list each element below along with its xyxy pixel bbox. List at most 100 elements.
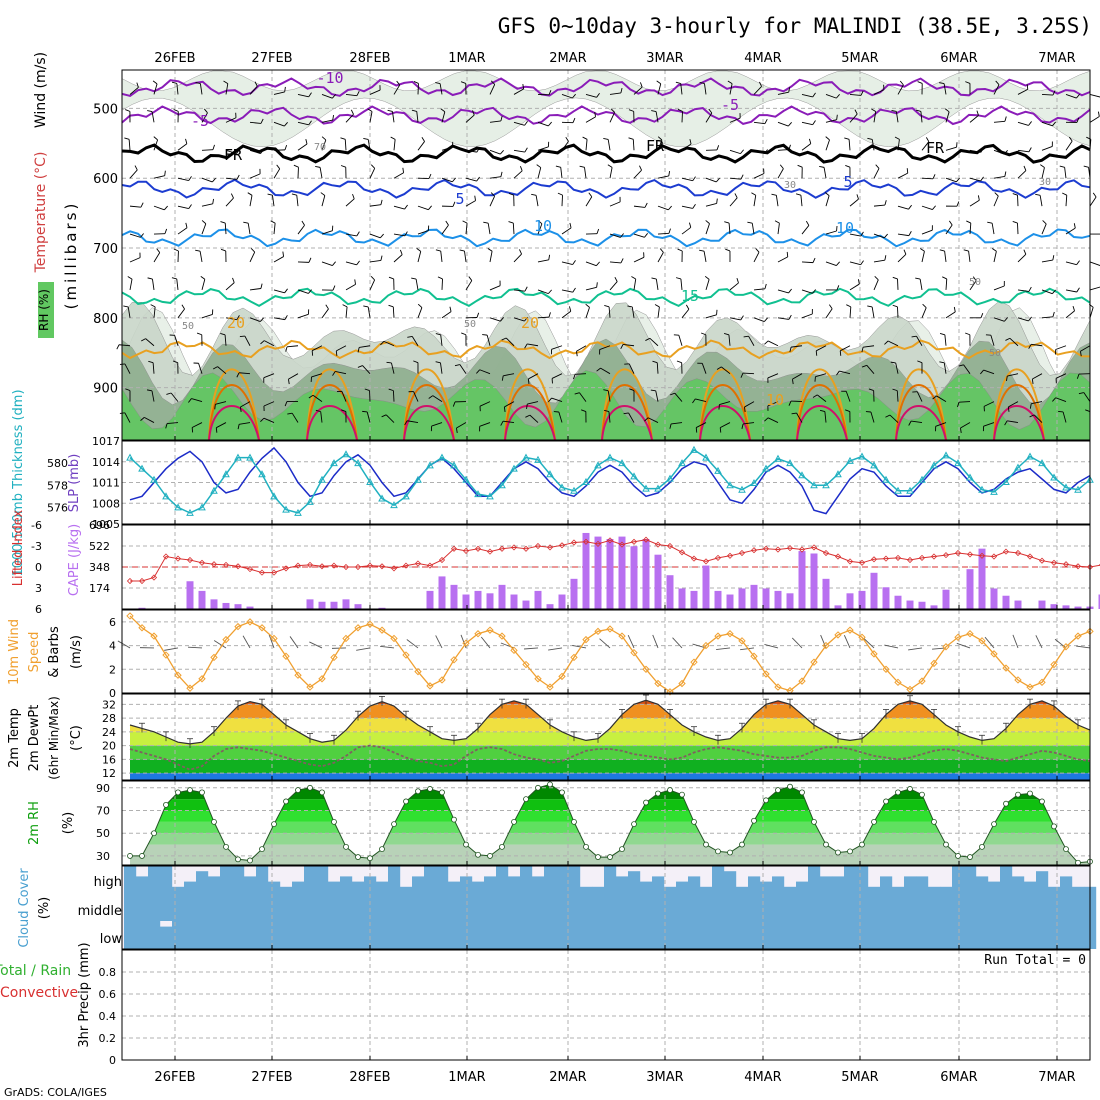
thickness-point: [822, 481, 830, 489]
thickness-point: [402, 492, 410, 500]
wind-barb: [1031, 343, 1043, 347]
wind-barb: [199, 83, 203, 95]
wind-barb: [839, 370, 851, 375]
cloud-bar-middle: [880, 892, 893, 921]
wind-barb-flag: [500, 316, 504, 322]
wind-barb-flag: [548, 254, 551, 260]
wind-barb: [921, 141, 930, 151]
wind-barb-flag: [171, 81, 177, 84]
wind-barb: [1065, 289, 1077, 293]
wind-barb-flag: [639, 165, 642, 171]
wind-barb-flag: [892, 304, 898, 308]
wind-barb-flag: [956, 177, 960, 183]
wind-barb: [656, 362, 659, 374]
cloud-bar-high: [412, 876, 425, 892]
cloud-bar-high: [652, 876, 665, 892]
cloud-bar-high: [880, 876, 893, 892]
wind-barb: [1017, 253, 1027, 263]
wind-barb-flag: [788, 314, 792, 320]
wind-barb: [632, 139, 635, 151]
cloud-bar-low: [304, 921, 317, 949]
temp-color-band: [130, 718, 1090, 732]
wind-barb-flag: [379, 233, 384, 239]
lifted-index-point: [1026, 553, 1034, 560]
rh-tick-label: 70: [96, 805, 110, 818]
wind-barb: [479, 422, 491, 427]
cloud-bar-low: [688, 921, 701, 949]
wind-barb: [870, 411, 875, 423]
panel-frame: [121, 865, 1091, 950]
thickness-point: [318, 475, 326, 483]
wind-barb: [335, 370, 347, 375]
wind-barb-flag: [579, 165, 585, 168]
cloud-bar-high: [508, 876, 521, 892]
wind-barb-flag: [675, 277, 682, 280]
cloud-bar-low: [340, 921, 353, 949]
wind-barb: [321, 230, 333, 235]
thickness-point: [330, 459, 338, 467]
wind-barb-flag: [692, 176, 696, 181]
wind-barb-flag: [734, 193, 738, 199]
isotherm-line: [121, 287, 1091, 308]
wind-barb: [849, 233, 861, 237]
wind-barb: [944, 251, 947, 263]
wind-speed-point: [1062, 643, 1070, 651]
contour-label: FR: [646, 137, 665, 155]
wind-barb: [921, 205, 933, 211]
lifted-index-point: [738, 549, 746, 557]
wind-barb-flag: [284, 401, 288, 407]
wind-barb-flag: [335, 350, 338, 356]
cloud-bar-high: [604, 866, 617, 892]
wind-barb: [609, 281, 618, 291]
wind-barb-flag: [911, 335, 917, 338]
wind-barb-flag: [181, 304, 185, 310]
wind-barb-flag: [596, 282, 598, 288]
rh-point: [535, 784, 541, 791]
rh-point: [427, 786, 433, 792]
wind-barb-flag: [293, 164, 299, 168]
wind-speed-point: [870, 650, 878, 658]
wind-barb: [585, 196, 593, 207]
wind-barb-flag: [1004, 317, 1008, 322]
wind-speed-point: [498, 632, 506, 640]
wind-barb: [945, 146, 957, 151]
contour-label: 50: [969, 277, 981, 288]
cloud-bar-high: [808, 866, 821, 892]
rh-point: [1063, 846, 1069, 853]
cloud-bar-high: [376, 881, 389, 892]
wind-barb: [647, 417, 659, 423]
cloud-bar-middle: [676, 892, 689, 921]
wind-barb: [657, 175, 669, 179]
isotherm-loop: [306, 368, 358, 441]
wind-barb: [239, 372, 251, 375]
isotherm-loop: [601, 368, 653, 441]
rh-point: [823, 841, 829, 848]
lifted-index-point: [522, 545, 530, 552]
wind-barb: [215, 401, 227, 405]
panel-frame: [121, 440, 1091, 525]
rh-point: [391, 821, 397, 828]
cape-bar: [822, 578, 830, 609]
wind-barb-flag: [572, 260, 576, 265]
wind-barb: [801, 143, 812, 151]
wind-barb: [585, 307, 590, 318]
wind-barb: [775, 195, 779, 207]
wind-barb: [943, 362, 947, 374]
wind-barb-flag: [1029, 414, 1035, 418]
wind-barb-flag: [452, 177, 456, 183]
cloud-bar-middle: [424, 892, 437, 921]
wind-barb-flag: [267, 193, 273, 196]
wind-barb: [1007, 420, 1019, 423]
wind-speed-point: [198, 675, 206, 683]
cloud-bar-low: [796, 921, 809, 949]
wind-barb: [801, 121, 813, 126]
cape-tick-label: 696: [89, 519, 110, 532]
lifted-index-point: [534, 542, 542, 550]
lifted-index-point: [198, 559, 206, 566]
lifted-index-point: [990, 553, 998, 560]
cape-bar: [438, 576, 446, 609]
wind-barb: [681, 143, 692, 151]
lifted-index-point: [414, 560, 422, 567]
wind-barb-flag: [607, 164, 613, 168]
thickness-point: [522, 453, 530, 461]
